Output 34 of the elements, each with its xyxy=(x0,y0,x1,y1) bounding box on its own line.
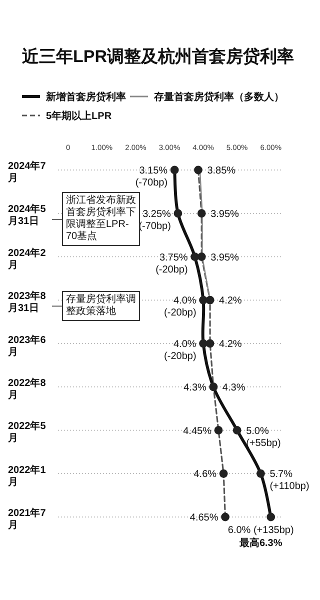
data-label: 4.6% xyxy=(194,469,217,480)
legend-label: 新增首套房贷利率 xyxy=(45,91,126,103)
data-label: 4.2% xyxy=(219,339,242,350)
y-tick-label: 2021年7月 xyxy=(8,508,47,532)
legend-label: 5年期以上LPR xyxy=(46,110,112,122)
data-label: 3.15% (-70bp) xyxy=(135,166,168,188)
data-label: 3.95% xyxy=(210,208,240,220)
data-label: 3.75% (-20bp) xyxy=(156,252,188,276)
data-label: 4.65% xyxy=(190,512,218,524)
chart-title: 近三年LPR调整及杭州首套房贷利率 xyxy=(21,47,294,66)
y-tick-label: 2023年6月 xyxy=(8,334,47,358)
y-tick-label: 2022年8月 xyxy=(8,378,47,402)
y-tick-label: 2022年5月 xyxy=(8,421,47,446)
data-label: 4.45% xyxy=(183,426,212,437)
annotation: 存量房贷利率调整政策落地 xyxy=(62,291,140,322)
y-tick-label: 2024年5月31日 xyxy=(8,204,47,228)
data-label: 4.0% (-20bp) xyxy=(164,339,196,362)
data-label: 3.95% xyxy=(210,252,240,264)
data-label: 3.85% xyxy=(207,166,236,176)
annotation: 浙江省发布新政首套房贷利率下限调整至LPR-70基点 xyxy=(62,192,140,246)
data-label: 4.0% (-20bp) xyxy=(164,296,196,319)
data-label: 5.7% (+110bp) xyxy=(270,469,310,492)
legend-label: 存量首套房贷利率（多数人） xyxy=(153,91,284,103)
data-label: 4.3% xyxy=(222,382,246,394)
y-tick-label: 2023年8月31日 xyxy=(8,291,47,316)
y-tick-label: 2022年1月 xyxy=(8,464,47,489)
annotation: 最高6.3% xyxy=(238,537,282,549)
data-label: 6.0% (+135bp) xyxy=(228,525,294,536)
data-label: 4.3% xyxy=(184,382,207,394)
y-tick-label: 2024年7月 xyxy=(8,161,47,185)
data-label: 4.2% xyxy=(219,296,242,307)
data-label: 3.25% (-70bp) xyxy=(138,208,172,232)
y-tick-label: 2024年2月 xyxy=(8,248,47,272)
data-label: 5.0% (+55bp) xyxy=(246,426,281,449)
